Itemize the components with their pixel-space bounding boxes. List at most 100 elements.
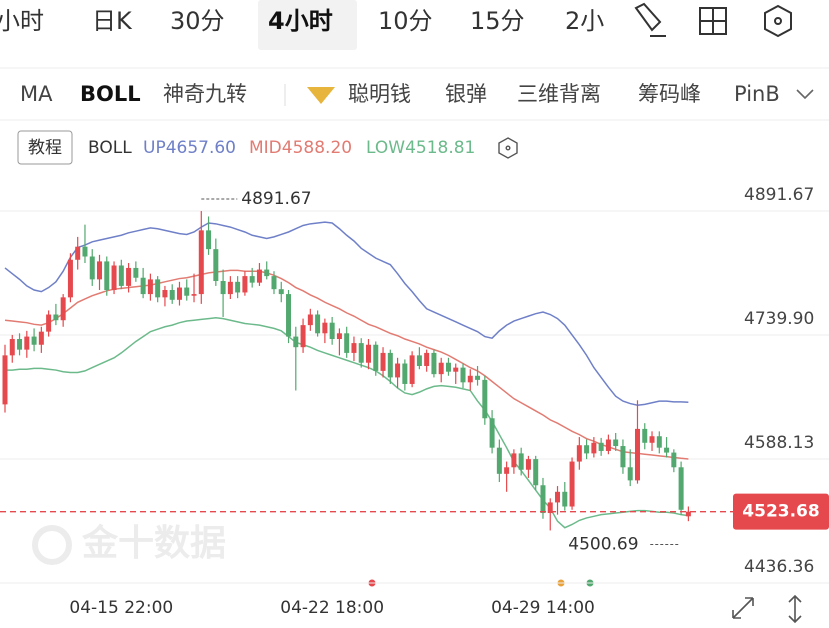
indicator[interactable]: 三维背离 (517, 82, 601, 106)
x-tick-label: 04-15 22:00 (69, 598, 173, 618)
candle-body (97, 261, 103, 280)
candle-body (31, 336, 37, 345)
candle-body (540, 485, 546, 514)
smart-money-icon (307, 87, 335, 104)
candle-body (286, 294, 292, 337)
expand-icon[interactable] (796, 89, 814, 100)
y-tick-label: 4436.36 (744, 557, 814, 577)
tutorial-button[interactable] (17, 130, 73, 165)
candle-body (46, 314, 52, 332)
candle-body (685, 511, 691, 517)
band-line (4, 221, 689, 406)
candle-body (184, 287, 190, 296)
candle-body (591, 442, 597, 454)
candle-body (307, 314, 313, 326)
tab-fade (606, 0, 636, 48)
legend-value: 4588.20 (282, 138, 352, 158)
legend-value: 4518.81 (405, 138, 475, 158)
candle-body (155, 279, 161, 298)
candle-body (402, 363, 408, 384)
candle-body (235, 281, 241, 293)
tutorial-label[interactable]: 教程 (28, 138, 62, 158)
indicator[interactable]: 神奇九转 (163, 82, 247, 106)
candle-body (467, 375, 473, 383)
candle-body (358, 343, 364, 363)
candle-body (2, 355, 8, 405)
tab[interactable]: 30分 (170, 7, 225, 35)
legend-entry: UP4657.60 (143, 138, 236, 158)
candle-body (416, 355, 422, 366)
y-tick-label: 4739.90 (744, 309, 814, 329)
price-box (733, 493, 829, 530)
candle-body (613, 439, 619, 447)
candle-body (380, 352, 386, 371)
candle-body (547, 502, 553, 514)
scale-icon[interactable] (788, 594, 802, 624)
candle-body (278, 289, 284, 295)
indicator[interactable]: MA (20, 82, 53, 106)
candle-body (518, 453, 524, 470)
candle-body (227, 281, 233, 295)
candle-body (249, 276, 255, 283)
band-line (5, 317, 689, 529)
candle-body (438, 362, 444, 375)
candle-body (169, 290, 175, 300)
candle-body (344, 333, 350, 353)
candle-body (584, 445, 590, 454)
candle-body (133, 267, 139, 278)
candle-body (38, 331, 44, 345)
candle-body (533, 459, 539, 486)
candle-body (482, 379, 488, 419)
draw-icon[interactable] (634, 2, 666, 37)
tab[interactable]: 10分 (378, 7, 433, 35)
indicator[interactable]: 筹码峰 (638, 82, 701, 106)
candle-body (511, 453, 517, 468)
x-tick-label: 04-29 14:00 (491, 598, 595, 618)
candle-body (300, 325, 306, 348)
fullscreen-icon[interactable] (732, 597, 754, 619)
candle-body (271, 276, 277, 290)
candle-body (256, 269, 262, 283)
candle-body (176, 287, 182, 300)
candle-body (445, 362, 451, 372)
y-tick-label: 4588.13 (744, 433, 814, 453)
legend-entry: MID4588.20 (249, 138, 352, 158)
legend-name: UP (143, 138, 166, 158)
indicator[interactable]: 聪明钱 (348, 82, 411, 106)
tab[interactable]: 日K (92, 7, 133, 35)
candle-body (409, 355, 415, 384)
candle-body (649, 436, 655, 443)
candle-body (460, 367, 466, 383)
tab-active[interactable]: 4小时 (268, 7, 333, 35)
tab[interactable]: 15分 (470, 7, 525, 35)
min-label: 4500.69 (568, 534, 638, 554)
price-label: 4523.68 (742, 502, 819, 522)
tab[interactable]: 2小 (565, 7, 604, 35)
candle-body (191, 294, 197, 296)
candle-body (576, 445, 582, 462)
candle-body (53, 314, 59, 321)
candle-body (213, 249, 219, 282)
layout-icon[interactable] (699, 7, 727, 35)
candle-body (206, 230, 212, 250)
candle-body (24, 336, 30, 350)
settings-icon[interactable] (764, 4, 792, 38)
indicator-active[interactable]: BOLL (80, 82, 141, 106)
candle-body (315, 314, 321, 334)
candle-body (264, 269, 270, 277)
candle-body (569, 461, 575, 507)
watermark: 金十数据 (81, 522, 226, 564)
y-tick-label: 4891.67 (744, 185, 814, 205)
candle-body (598, 442, 604, 451)
indicator[interactable]: 银弹 (445, 82, 487, 106)
candle-body (555, 491, 561, 503)
candle-body (424, 352, 430, 366)
x-tick-label: 04-22 18:00 (280, 598, 384, 618)
settings-icon[interactable] (498, 137, 518, 159)
candle-body (387, 352, 393, 378)
tab[interactable]: 小时 (0, 7, 44, 35)
indicator[interactable]: PinB (734, 82, 780, 106)
candle-body (75, 246, 81, 260)
